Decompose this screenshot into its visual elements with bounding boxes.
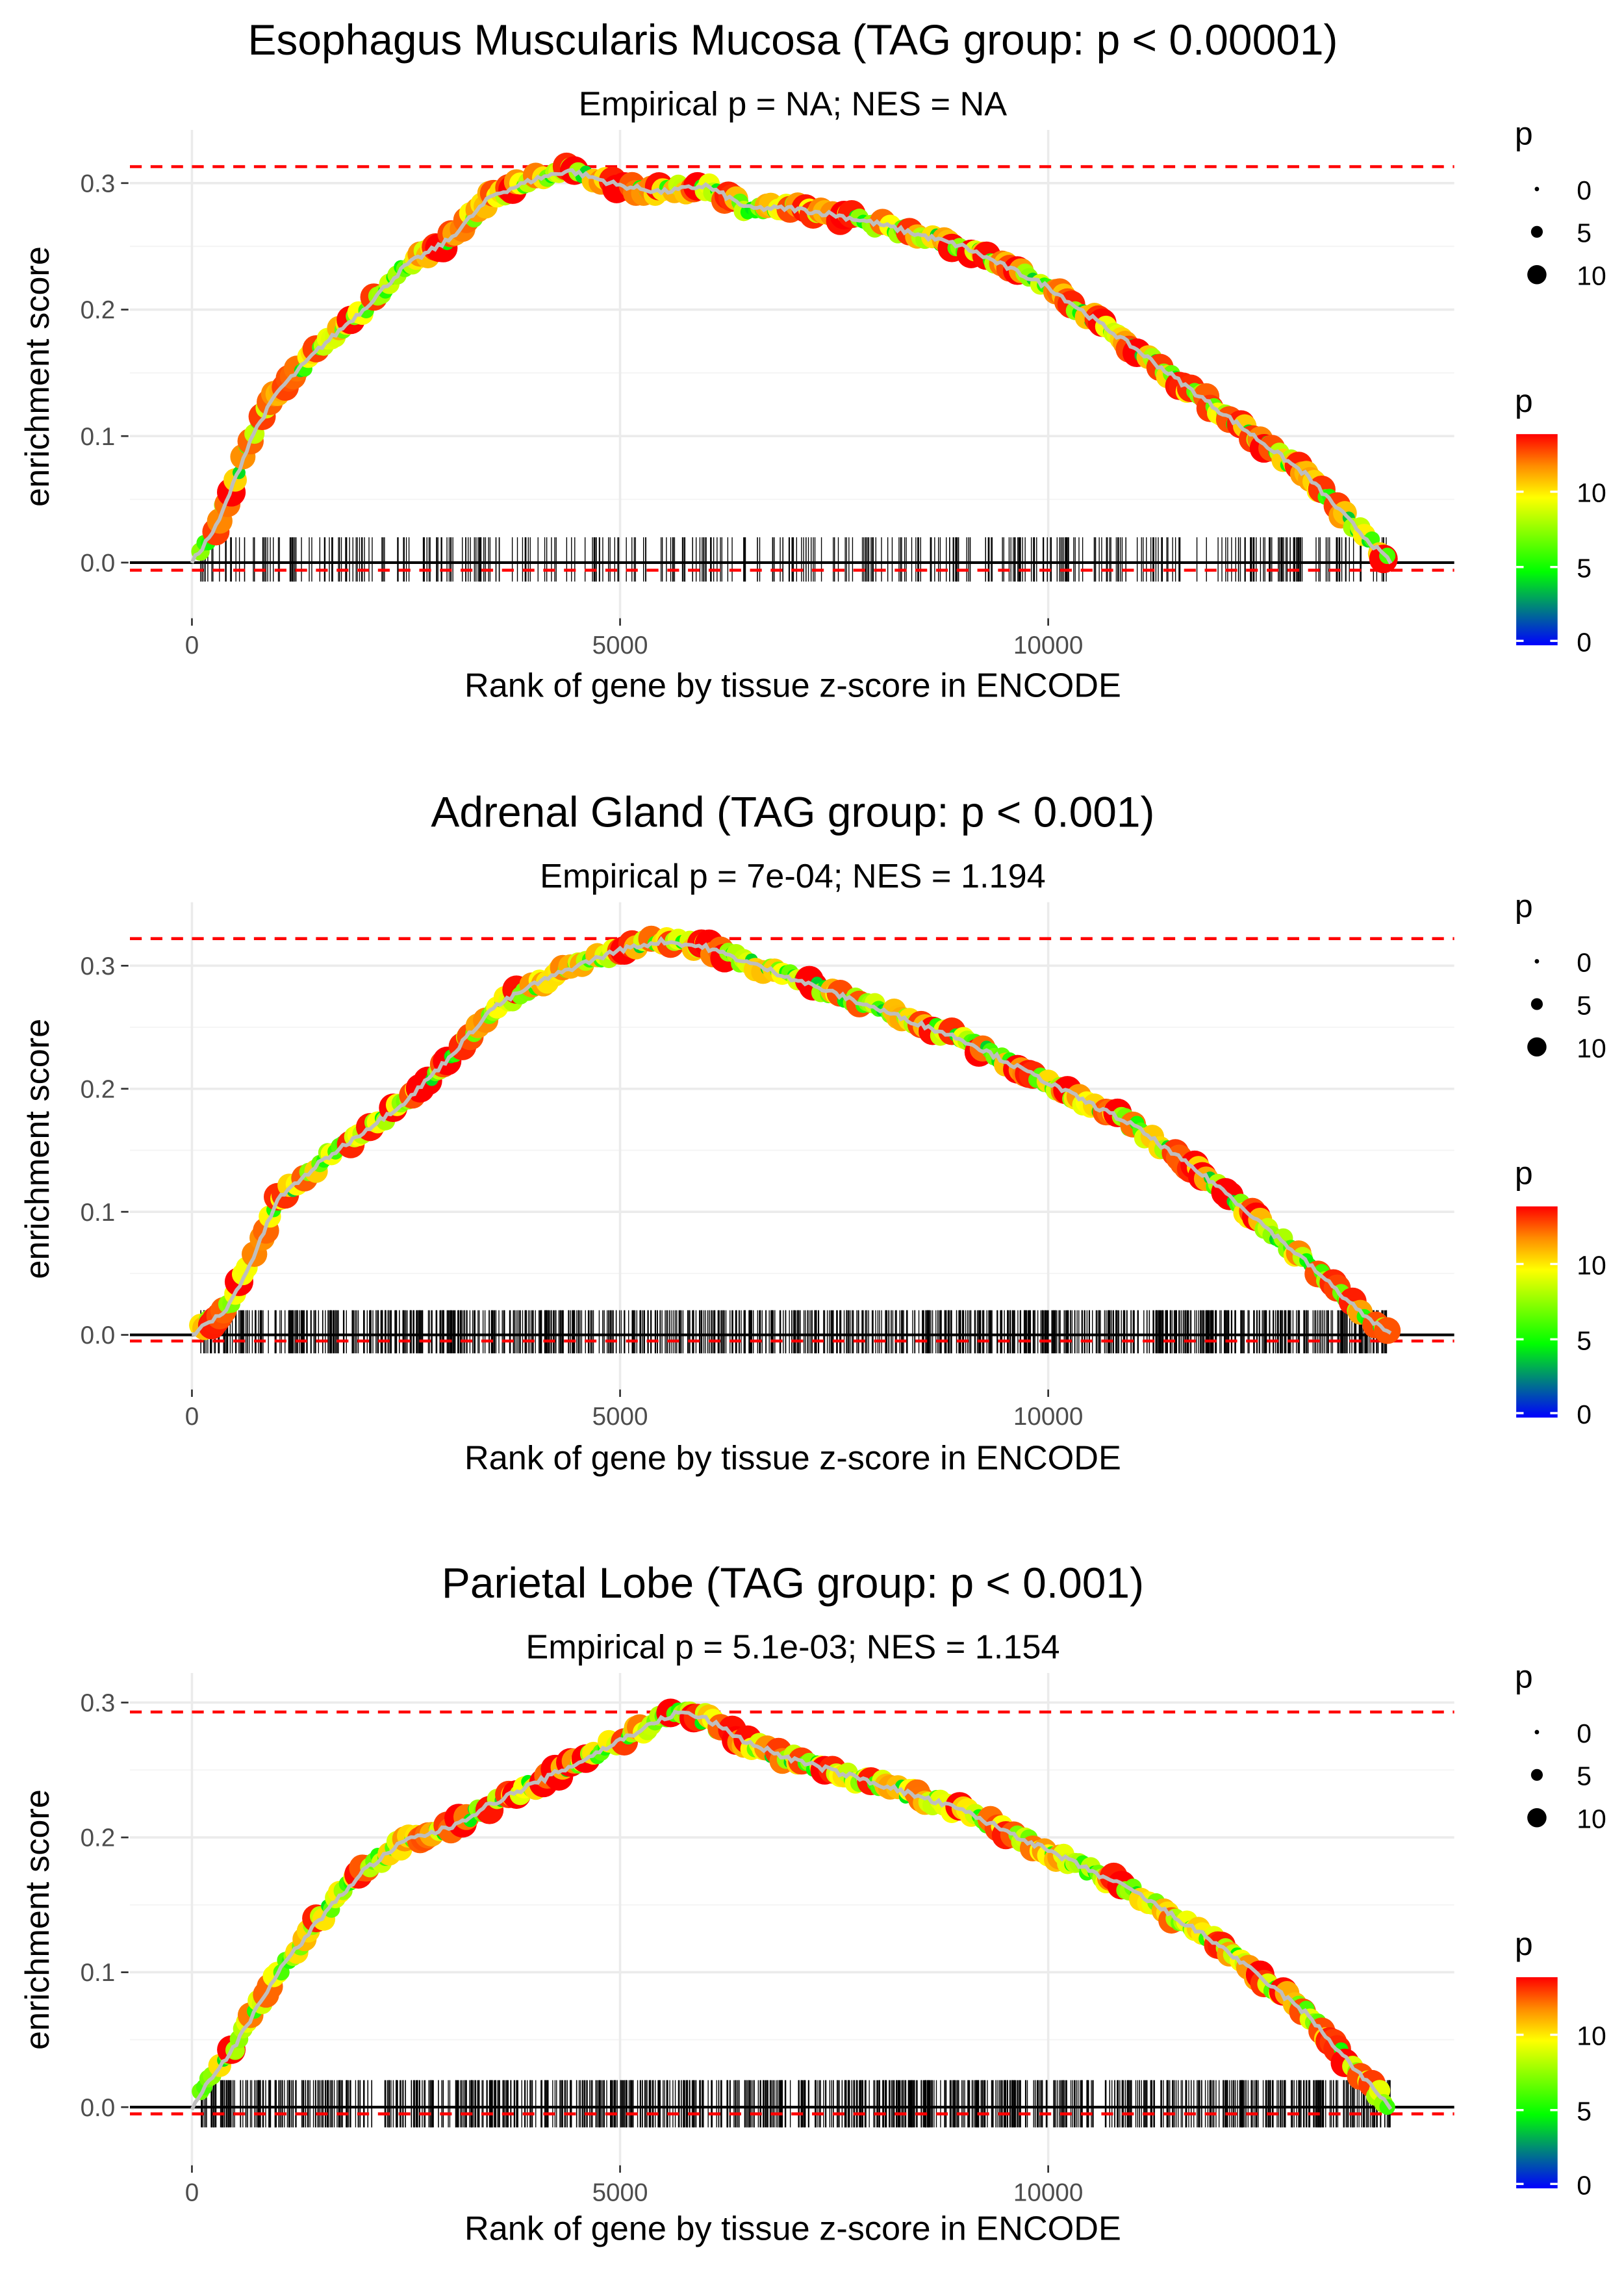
size-legend-key bbox=[1527, 1808, 1547, 1828]
panel-3: 0.0 0.1 0.2 0.3 0 5000 10000 Parietal Lobe (TAG… bbox=[19, 1559, 1606, 2248]
chart-title: Parietal Lobe (TAG group: p < 0.001) bbox=[442, 1559, 1144, 1607]
chart-subtitle: Empirical p = 5.1e-03; NES = 1.154 bbox=[526, 1628, 1059, 1666]
y-tick-label: 0.1 bbox=[81, 423, 116, 451]
chart-subtitle: Empirical p = 7e-04; NES = 1.194 bbox=[540, 858, 1046, 895]
size-legend-title: p bbox=[1515, 1659, 1533, 1695]
color-legend-title: p bbox=[1515, 383, 1533, 419]
color-legend-label: 5 bbox=[1577, 554, 1592, 583]
y-tick-label: 0.3 bbox=[81, 952, 116, 980]
size-legend-label: 0 bbox=[1577, 175, 1592, 205]
rug-ticks bbox=[201, 2080, 1391, 2128]
size-legend-key bbox=[1527, 1037, 1547, 1057]
enrichment-curve bbox=[192, 936, 1392, 1336]
rug-ticks bbox=[200, 1310, 1388, 1353]
color-legend-title: p bbox=[1515, 1926, 1533, 1962]
size-legend-key bbox=[1530, 998, 1543, 1010]
chart-title: Adrenal Gland (TAG group: p < 0.001) bbox=[431, 788, 1154, 836]
size-legend-key bbox=[1534, 186, 1540, 192]
y-tick-label: 0.0 bbox=[81, 2094, 116, 2122]
size-legend-label: 0 bbox=[1577, 1718, 1592, 1748]
size-legend-label: 5 bbox=[1577, 1761, 1592, 1791]
y-axis-label: enrichment score bbox=[19, 1789, 57, 2050]
x-tick-label: 5000 bbox=[592, 1403, 648, 1431]
legend: p 0 5 10 p 10 5 0 bbox=[1515, 116, 1606, 658]
color-legend-label: 0 bbox=[1577, 627, 1592, 657]
color-legend-label: 0 bbox=[1577, 2170, 1592, 2200]
size-legend-label: 5 bbox=[1577, 218, 1592, 248]
color-legend-label: 10 bbox=[1577, 1250, 1606, 1280]
x-axis-label: Rank of gene by tissue z-score in ENCODE bbox=[464, 2210, 1121, 2248]
color-bar bbox=[1516, 1977, 1558, 2189]
size-legend-key bbox=[1527, 264, 1547, 285]
y-axis-label: enrichment score bbox=[19, 246, 57, 507]
color-legend-label: 0 bbox=[1577, 1399, 1592, 1429]
rug-ticks bbox=[200, 537, 1387, 582]
color-bar bbox=[1516, 1206, 1558, 1418]
x-tick-label: 10000 bbox=[1013, 1403, 1083, 1431]
color-legend-label: 5 bbox=[1577, 1325, 1592, 1355]
size-legend-key bbox=[1534, 1730, 1540, 1735]
size-legend-key bbox=[1530, 1769, 1543, 1781]
x-axis-label: Rank of gene by tissue z-score in ENCODE bbox=[464, 667, 1121, 705]
chart-title: Esophagus Muscularis Mucosa (TAG group: … bbox=[247, 16, 1338, 64]
size-legend-label: 10 bbox=[1577, 1033, 1606, 1063]
x-tick-label: 5000 bbox=[592, 632, 648, 659]
color-legend-label: 5 bbox=[1577, 2097, 1592, 2127]
size-legend-label: 10 bbox=[1577, 1804, 1606, 1834]
y-tick-label: 0.2 bbox=[81, 1075, 116, 1103]
y-tick-label: 0.3 bbox=[81, 170, 116, 198]
size-legend-title: p bbox=[1515, 888, 1533, 924]
x-tick-label: 5000 bbox=[592, 2178, 648, 2206]
panel-1: 0.0 0.1 0.2 0.3 0 5000 10000 Esophagus Muscular… bbox=[19, 16, 1606, 705]
size-legend-key bbox=[1534, 959, 1540, 964]
x-tick-label: 10000 bbox=[1013, 2178, 1083, 2206]
y-tick-label: 0.0 bbox=[81, 550, 116, 578]
size-legend-label: 5 bbox=[1577, 990, 1592, 1020]
x-axis-label: Rank of gene by tissue z-score in ENCODE bbox=[464, 1439, 1121, 1477]
y-tick-label: 0.1 bbox=[81, 1959, 116, 1987]
enrichment-curve bbox=[190, 1709, 1393, 2111]
color-legend-label: 10 bbox=[1577, 2021, 1606, 2051]
size-legend-label: 10 bbox=[1577, 261, 1606, 291]
x-tick-label: 0 bbox=[185, 1403, 199, 1431]
enrichment-points bbox=[191, 152, 1398, 574]
color-bar bbox=[1516, 434, 1558, 646]
y-tick-label: 0.0 bbox=[81, 1322, 116, 1349]
size-legend-title: p bbox=[1515, 116, 1533, 152]
x-tick-label: 0 bbox=[185, 2178, 199, 2206]
chart-subtitle: Empirical p = NA; NES = NA bbox=[579, 85, 1007, 123]
panel-2: 0.0 0.1 0.2 0.3 0 5000 10000 Adrenal Gland (TAG… bbox=[19, 788, 1606, 1477]
y-tick-label: 0.1 bbox=[81, 1199, 116, 1227]
y-tick-label: 0.3 bbox=[81, 1689, 116, 1717]
enrichment-curve bbox=[190, 168, 1393, 565]
color-legend-label: 10 bbox=[1577, 478, 1606, 508]
enrichment-points bbox=[189, 925, 1401, 1344]
legend: p 0 5 10 p 10 5 0 bbox=[1515, 1659, 1606, 2201]
y-tick-label: 0.2 bbox=[81, 1824, 116, 1852]
color-legend-title: p bbox=[1515, 1155, 1533, 1192]
size-legend-label: 0 bbox=[1577, 947, 1592, 977]
legend: p 0 5 10 p 10 5 0 bbox=[1515, 888, 1606, 1429]
x-tick-label: 0 bbox=[185, 632, 199, 659]
size-legend-key bbox=[1530, 225, 1543, 238]
y-tick-label: 0.2 bbox=[81, 296, 116, 324]
y-axis-label: enrichment score bbox=[19, 1019, 57, 1279]
x-tick-label: 10000 bbox=[1013, 632, 1083, 659]
